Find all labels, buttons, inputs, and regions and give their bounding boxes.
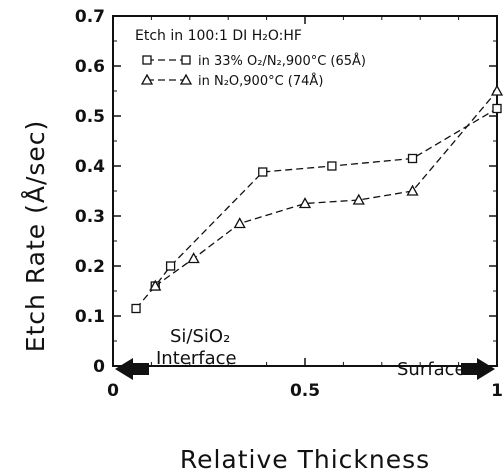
- interface-label-line2: Interface: [156, 348, 237, 369]
- data-point-triangle: [406, 184, 419, 196]
- right-arrow-icon: [461, 358, 495, 380]
- y-tick-label: 0.3: [75, 207, 105, 227]
- data-point-square: [258, 167, 268, 177]
- y-axis-title: Etch Rate (Å/sec): [21, 120, 50, 353]
- y-tick-label: 0.7: [75, 7, 105, 27]
- data-point-triangle: [149, 279, 162, 291]
- y-tick-label: 0.2: [75, 257, 105, 277]
- series-layer: [131, 84, 503, 314]
- legend-label-square: in 33% O₂/N₂,900°C (65Å): [198, 53, 366, 69]
- y-tick-label: 0.4: [75, 157, 105, 177]
- y-tick-label: 0.5: [75, 107, 105, 127]
- y-tick-label: 0.6: [75, 57, 105, 77]
- data-point-square: [327, 161, 337, 171]
- legend-title: Etch in 100:1 DI H₂O:HF: [135, 28, 302, 44]
- data-point-square: [131, 303, 141, 314]
- series-line-square: [135, 107, 498, 309]
- series-line-triangle: [154, 90, 498, 287]
- data-point-triangle: [352, 193, 365, 205]
- x-tick-label: 0: [107, 381, 119, 401]
- legend-entry-square: in 33% O₂/N₂,900°C (65Å): [142, 53, 366, 69]
- data-point-triangle: [233, 217, 246, 229]
- data-point-triangle: [490, 84, 503, 96]
- data-point-square: [407, 153, 418, 164]
- data-point-triangle: [298, 197, 312, 209]
- x-tick-label: 0.5: [290, 381, 320, 401]
- legend-label-triangle: in N₂O,900°C (74Å): [198, 73, 323, 89]
- y-tick-label: 0: [93, 357, 105, 377]
- axis-ticks: 0 0.1 0.2 0.3 0.4 0.5 0.6 0.7 0 0.5 1: [75, 7, 503, 401]
- interface-label-line1: Si/SiO₂: [170, 326, 230, 347]
- surface-label: Surface: [397, 359, 466, 380]
- left-arrow-icon: [115, 358, 149, 380]
- data-point-square: [492, 103, 502, 114]
- data-point-triangle: [187, 252, 200, 264]
- x-tick-label: 1: [491, 381, 503, 401]
- y-tick-label: 0.1: [75, 307, 105, 327]
- legend-entry-triangle: in N₂O,900°C (74Å): [140, 73, 323, 89]
- x-axis-title: Relative Thickness: [180, 445, 430, 474]
- data-point-square: [165, 261, 176, 271]
